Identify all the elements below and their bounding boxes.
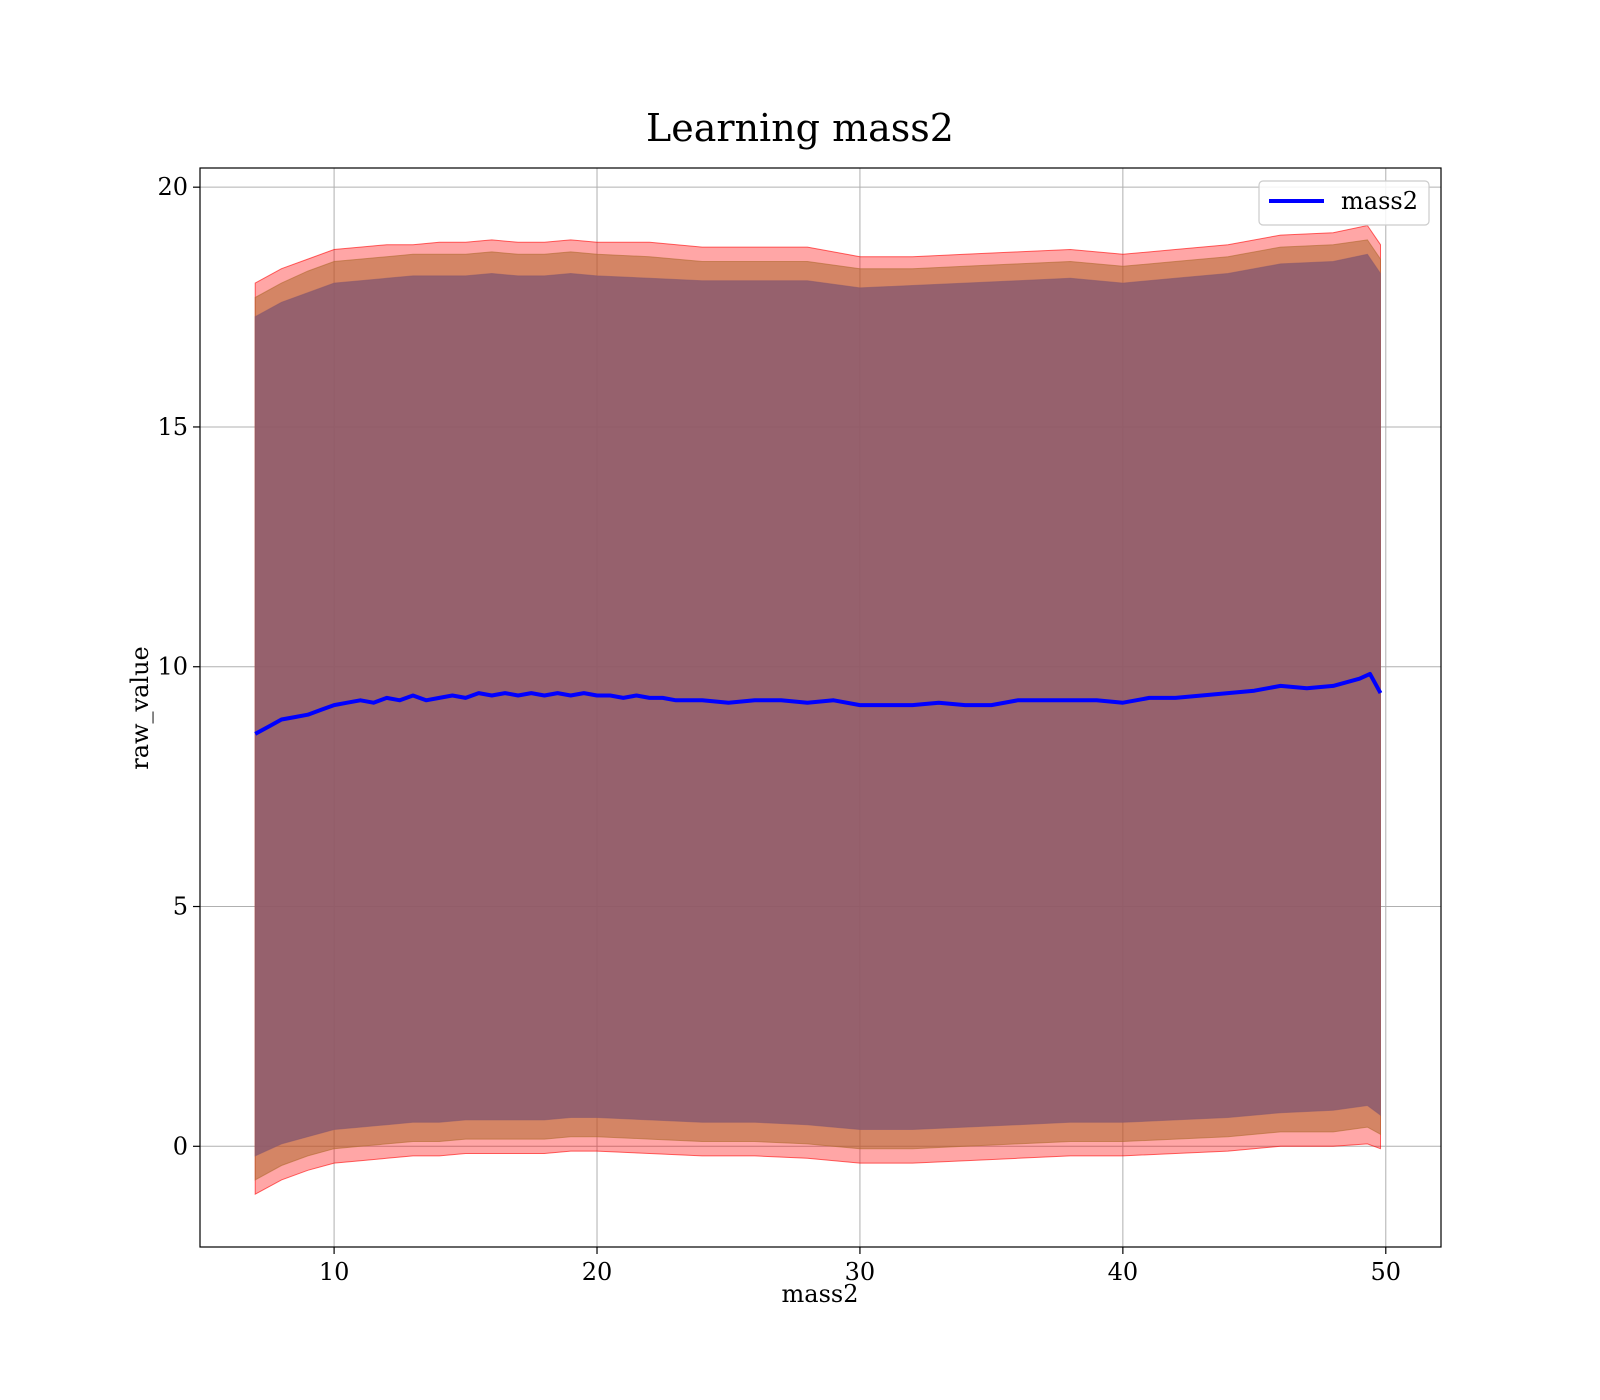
plot-frame [199,167,1442,1248]
confidence-bands [254,224,1381,1196]
legend-box [1258,180,1430,226]
x-tick-label: 10 [319,1258,350,1286]
series-line-mass2 [254,671,1383,736]
x-axis-label: mass2 [782,1280,859,1308]
series-lines [254,671,1383,736]
legend[interactable]: mass2 [1258,180,1430,226]
x-tick-label: 40 [1108,1258,1139,1286]
legend-label-mass2: mass2 [1341,187,1418,215]
y-tick-label: 0 [173,1132,188,1160]
x-tick-label: 50 [1371,1258,1402,1286]
y-tick-label: 15 [157,413,188,441]
x-tick-label: 30 [845,1258,876,1286]
band-inner [254,253,1381,1157]
chart-title: Learning mass2 [646,106,954,150]
plot-area [199,167,1442,1248]
y-tick-label: 5 [173,893,188,921]
y-axis-label: raw_value [126,646,154,770]
x-axis: 10 20 30 40 50 [319,1247,1401,1286]
y-tick-label: 20 [157,173,188,201]
y-axis: 0 5 10 15 20 [157,173,200,1160]
y-tick-label: 10 [157,653,188,681]
x-tick-label: 20 [582,1258,613,1286]
